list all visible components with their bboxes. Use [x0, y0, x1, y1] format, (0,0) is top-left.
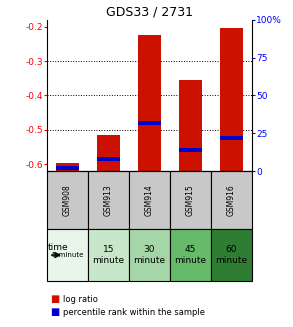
- Bar: [211, 229, 252, 281]
- Bar: [220, 28, 243, 171]
- Bar: [47, 171, 88, 229]
- Bar: [138, 35, 161, 171]
- Bar: [220, 136, 243, 140]
- Text: 45
minute: 45 minute: [174, 245, 207, 265]
- Text: ■: ■: [50, 294, 59, 304]
- Text: 60
minute: 60 minute: [215, 245, 248, 265]
- Text: 15
minute: 15 minute: [92, 245, 125, 265]
- Text: GSM914: GSM914: [145, 184, 154, 216]
- Text: ■: ■: [50, 307, 59, 317]
- Bar: [97, 157, 120, 161]
- Text: time: time: [48, 243, 68, 252]
- Text: 5 minute: 5 minute: [52, 252, 83, 258]
- Bar: [211, 171, 252, 229]
- Bar: [56, 166, 79, 170]
- Text: GSM915: GSM915: [186, 184, 195, 216]
- Bar: [47, 229, 88, 281]
- Bar: [97, 135, 120, 171]
- Bar: [170, 171, 211, 229]
- Text: percentile rank within the sample: percentile rank within the sample: [63, 308, 205, 317]
- Bar: [129, 171, 170, 229]
- Bar: [129, 229, 170, 281]
- Text: GSM913: GSM913: [104, 184, 113, 216]
- Bar: [56, 163, 79, 171]
- Title: GDS33 / 2731: GDS33 / 2731: [106, 6, 193, 18]
- Bar: [179, 80, 202, 171]
- Bar: [88, 171, 129, 229]
- Bar: [88, 229, 129, 281]
- Bar: [179, 148, 202, 152]
- Text: GSM908: GSM908: [63, 184, 72, 216]
- Bar: [170, 229, 211, 281]
- Text: GSM916: GSM916: [227, 184, 236, 216]
- Text: 30
minute: 30 minute: [133, 245, 166, 265]
- Bar: [138, 121, 161, 125]
- Text: log ratio: log ratio: [63, 295, 98, 304]
